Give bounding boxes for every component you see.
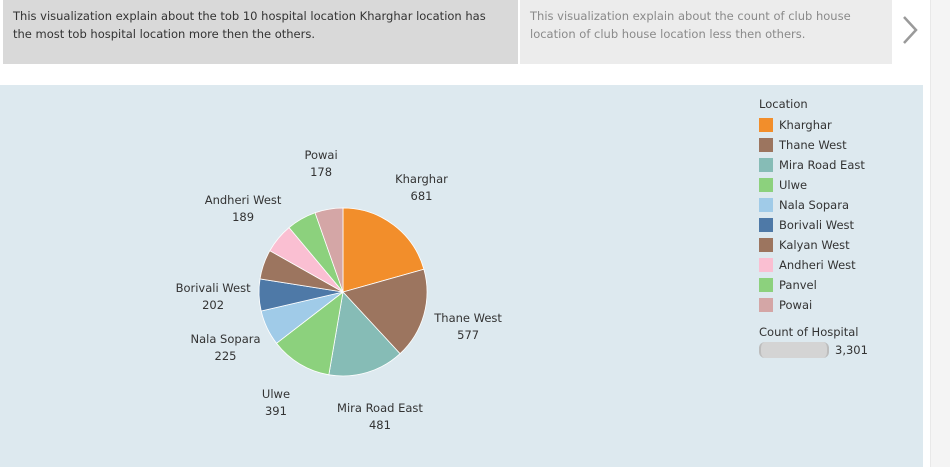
- slice-label-name: Ulwe: [261, 387, 291, 402]
- legend-swatch: [759, 298, 773, 312]
- legend-item-nala-sopara[interactable]: Nala Sopara: [759, 195, 868, 215]
- story-point-next[interactable]: This visualization explain about the cou…: [520, 0, 892, 64]
- legend-swatch: [759, 258, 773, 272]
- slice-label-powai: Powai 178: [304, 147, 337, 181]
- pie-slice-ulwe[interactable]: [275, 291, 344, 376]
- slice-label-thane-west: Thane West 577: [434, 310, 502, 344]
- legend-item-panvel[interactable]: Panvel: [759, 275, 868, 295]
- pie-slice-kharghar[interactable]: [342, 207, 425, 293]
- size-legend: 3,301: [759, 342, 868, 358]
- chart-area: Kharghar 681 Thane West 577 Mira Road East 48…: [0, 85, 923, 467]
- slice-label-name: Kharghar: [395, 172, 448, 187]
- legend-label: Thane West: [779, 138, 847, 152]
- legend-label: Powai: [779, 298, 813, 312]
- legend-swatch: [759, 138, 773, 152]
- legend-swatch: [759, 278, 773, 292]
- slice-label-borivali-west: Borivali West 202: [176, 280, 251, 314]
- slice-label-value: 391: [264, 404, 287, 419]
- legend-label: Nala Sopara: [779, 198, 850, 212]
- legend-swatch: [759, 218, 773, 232]
- size-legend-value: 3,301: [835, 343, 868, 357]
- chevron-right-icon[interactable]: [897, 12, 923, 48]
- legend-title: Location: [759, 97, 808, 111]
- story-captions: This visualization explain about the tob…: [0, 0, 950, 66]
- slice-label-value: 481: [368, 417, 391, 432]
- legend-label: Kharghar: [779, 118, 832, 132]
- slice-label-ulwe: Ulwe 391: [262, 386, 290, 420]
- pie-slice-thane-west[interactable]: [342, 268, 428, 355]
- pie-slice-mira-road-east[interactable]: [328, 291, 401, 377]
- slice-label-name: Powai: [304, 147, 338, 162]
- legend-item-borivali-west[interactable]: Borivali West: [759, 215, 868, 235]
- pie-chart: [258, 207, 428, 377]
- slice-label-name: Thane West: [434, 311, 502, 326]
- legend-items: Kharghar Thane West Mira Road East Ulwe Nala…: [759, 115, 868, 315]
- legend-swatch: [759, 158, 773, 172]
- slice-label-value: 202: [202, 297, 225, 312]
- slice-label-name: Borivali West: [175, 280, 251, 295]
- legend-item-thane-west[interactable]: Thane West: [759, 135, 868, 155]
- legend-label: Mira Road East: [779, 158, 865, 172]
- slice-label-nala-sopara: Nala Sopara 225: [191, 331, 261, 365]
- slice-label-value: 681: [410, 189, 433, 204]
- slice-label-name: Nala Sopara: [190, 331, 261, 346]
- legend-swatch: [759, 118, 773, 132]
- slice-label-mira-road-east: Mira Road East 481: [337, 400, 423, 434]
- legend-item-mira-road-east[interactable]: Mira Road East: [759, 155, 868, 175]
- legend-swatch: [759, 178, 773, 192]
- color-legend: Location Kharghar Thane West Mira Road Eas…: [759, 97, 868, 358]
- story-point-active[interactable]: This visualization explain about the tob…: [3, 0, 518, 64]
- legend-label: Kalyan West: [779, 238, 850, 252]
- legend-item-andheri-west[interactable]: Andheri West: [759, 255, 868, 275]
- slice-label-value: 178: [310, 164, 333, 179]
- slice-label-kharghar: Kharghar 681: [395, 171, 448, 205]
- slice-label-value: 577: [457, 328, 480, 343]
- legend-item-ulwe[interactable]: Ulwe: [759, 175, 868, 195]
- legend-swatch: [759, 238, 773, 252]
- legend-swatch: [759, 198, 773, 212]
- slice-label-value: 225: [214, 348, 237, 363]
- slice-label-name: Mira Road East: [337, 400, 423, 415]
- size-legend-bar: [759, 342, 829, 358]
- vertical-scrollbar[interactable]: [930, 0, 950, 467]
- legend-label: Ulwe: [779, 178, 808, 192]
- legend-label: Andheri West: [779, 258, 856, 272]
- legend-item-kharghar[interactable]: Kharghar: [759, 115, 868, 135]
- slice-label-value: 189: [232, 209, 255, 224]
- legend-label: Borivali West: [779, 218, 855, 232]
- slice-label-andheri-west: Andheri West 189: [205, 192, 282, 226]
- pie-slice-powai[interactable]: [314, 207, 344, 293]
- legend-item-powai[interactable]: Powai: [759, 295, 868, 315]
- legend-label: Panvel: [779, 278, 817, 292]
- size-legend-title: Count of Hospital: [759, 325, 859, 339]
- slice-label-name: Andheri West: [204, 192, 282, 207]
- legend-item-kalyan-west[interactable]: Kalyan West: [759, 235, 868, 255]
